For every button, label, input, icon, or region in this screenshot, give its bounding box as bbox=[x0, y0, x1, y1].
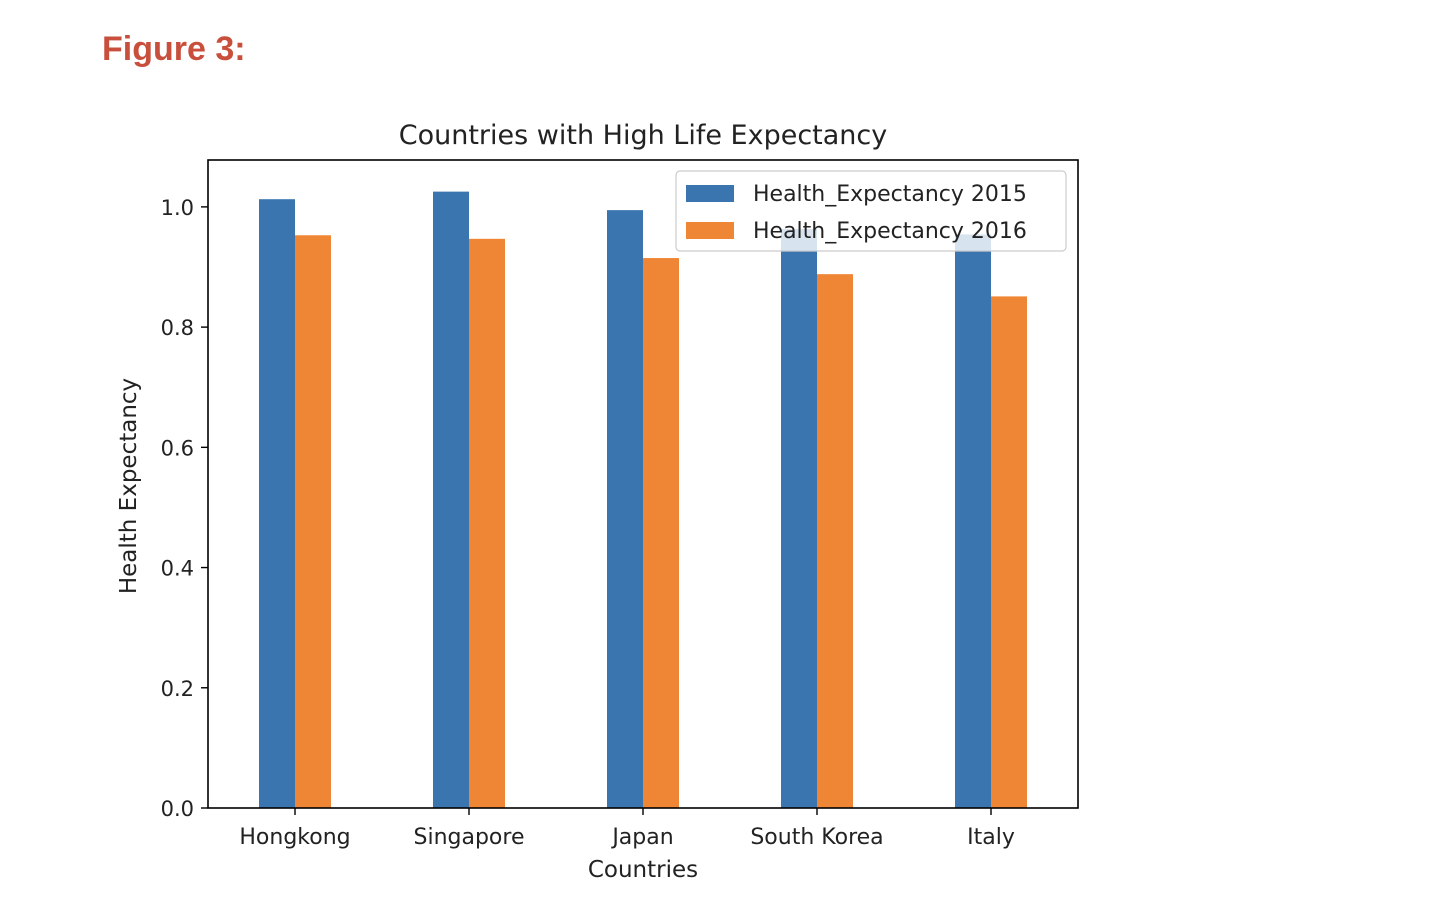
bar-south-korea-2016 bbox=[817, 274, 853, 809]
y-axis-label: Health Expectancy bbox=[116, 378, 142, 594]
x-tick-label: Hongkong bbox=[239, 825, 350, 850]
bar-south-korea-2015 bbox=[781, 229, 817, 808]
bar-singapore-2015 bbox=[433, 191, 469, 809]
bar-japan-2016 bbox=[643, 258, 679, 808]
y-tick-label: 0.6 bbox=[161, 436, 194, 460]
bar-hongkong-2016 bbox=[295, 235, 331, 808]
x-axis: Hongkong Singapore Japan South Korea Italy bbox=[239, 808, 1015, 850]
y-tick-label: 1.0 bbox=[161, 196, 194, 220]
bar-italy-2016 bbox=[991, 296, 1027, 808]
bars-group bbox=[259, 191, 1027, 809]
legend: Health_Expectancy 2015 Health_Expectancy … bbox=[675, 170, 1067, 252]
x-tick-label: South Korea bbox=[750, 825, 883, 850]
bar-singapore-2016 bbox=[469, 238, 505, 809]
bar-italy-2015 bbox=[955, 234, 991, 808]
y-tick-label: 0.0 bbox=[161, 797, 194, 821]
y-tick-label: 0.8 bbox=[161, 316, 194, 340]
y-tick-label: 0.4 bbox=[161, 557, 194, 581]
y-tick-label: 0.2 bbox=[161, 677, 194, 701]
x-tick-label: Japan bbox=[610, 825, 673, 850]
legend-box bbox=[675, 170, 1067, 252]
legend-label-2015: Health_Expectancy 2015 bbox=[753, 182, 1027, 207]
bar-japan-2015 bbox=[607, 210, 643, 809]
x-tick-label: Italy bbox=[967, 825, 1015, 850]
x-tick-label: Singapore bbox=[414, 825, 525, 850]
x-axis-label: Countries bbox=[588, 857, 698, 883]
legend-swatch-2015 bbox=[686, 185, 734, 202]
figure-label: Figure 3: bbox=[102, 30, 246, 68]
chart-title: Countries with High Life Expectancy bbox=[399, 120, 888, 151]
bar-hongkong-2015 bbox=[259, 199, 295, 809]
y-axis: 0.0 0.2 0.4 0.6 0.8 1.0 bbox=[161, 196, 208, 821]
legend-label-2016: Health_Expectancy 2016 bbox=[753, 219, 1027, 244]
legend-swatch-2016 bbox=[686, 222, 734, 239]
